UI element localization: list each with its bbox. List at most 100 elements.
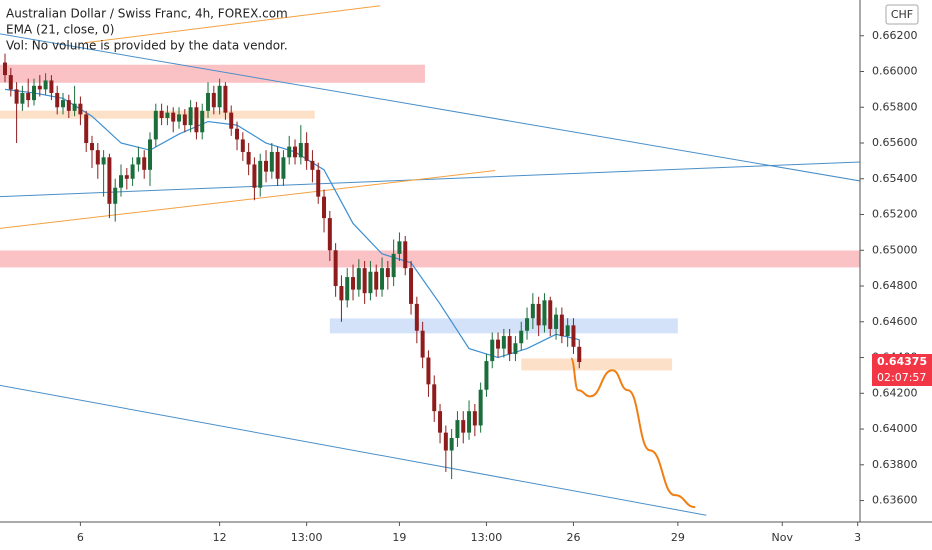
candle-body (559, 314, 564, 337)
candle-body (472, 411, 477, 426)
candle-body (443, 432, 448, 451)
y-tick-label: 0.65000 (872, 243, 918, 256)
candle-body (333, 250, 338, 287)
candle-body (380, 268, 385, 290)
candle-body (356, 268, 361, 290)
candle-body (269, 151, 274, 172)
candle-body (14, 89, 19, 104)
candle-body (43, 80, 48, 90)
candle-body (554, 314, 559, 329)
candle-body (171, 112, 176, 122)
candle-body (287, 146, 292, 158)
candle-body (84, 114, 89, 144)
candle-body (113, 187, 118, 204)
candle-body (426, 357, 431, 385)
price-tag (872, 354, 932, 371)
candle-body (142, 157, 147, 170)
candle-body (49, 80, 54, 93)
currency-box[interactable] (885, 4, 919, 25)
candle-body (414, 303, 419, 331)
candle-body (345, 277, 350, 301)
candle-body (165, 112, 170, 118)
y-tick-label: 0.64000 (872, 422, 918, 435)
candle-body (26, 92, 31, 101)
candle-body (90, 143, 95, 151)
candle-body (327, 218, 332, 251)
candle-body (235, 128, 240, 140)
countdown: 02:07:57 (877, 371, 926, 384)
x-tick-label: 19 (392, 531, 406, 544)
y-tick-label: 0.65800 (872, 100, 918, 113)
candle-body (322, 196, 327, 219)
x-tick-label: 13:00 (291, 531, 323, 544)
candle-body (200, 110, 205, 133)
trend-line (0, 384, 707, 516)
candle-body (385, 268, 390, 278)
candle-body (571, 325, 576, 347)
candle-body (20, 92, 25, 104)
x-tick-label: Nov (772, 531, 794, 544)
candle-body (188, 107, 193, 126)
candle-body (206, 92, 211, 111)
candle-body (159, 110, 164, 118)
price-zone (0, 64, 425, 83)
candle-body (530, 303, 535, 319)
candle-body (246, 151, 251, 165)
projection-path (570, 357, 696, 509)
x-tick-label: 29 (671, 531, 685, 544)
trend-line (84, 5, 381, 44)
currency[interactable]: CHF (891, 8, 913, 21)
candle-body (119, 175, 124, 188)
volume-note: Vol: No volume is provided by the data v… (6, 39, 288, 53)
candle-body (55, 92, 60, 108)
candle-body (374, 271, 379, 290)
y-tick-label: 0.65400 (872, 172, 918, 185)
candle-body (281, 157, 286, 179)
candle-body (542, 300, 547, 326)
candle-body (72, 103, 77, 111)
candle-body (293, 146, 298, 158)
candle-body (148, 139, 153, 170)
countdown-box (872, 370, 932, 387)
candle-body (153, 110, 158, 140)
y-tick-label: 0.63600 (872, 494, 918, 507)
candle-body (8, 75, 13, 90)
candle-body (252, 164, 257, 188)
candle-body (194, 107, 199, 133)
candle-body (107, 157, 112, 204)
plot-area (0, 5, 860, 516)
y-tick-label: 0.65600 (872, 136, 918, 149)
candle-body (32, 85, 37, 101)
candle-body (507, 336, 512, 354)
candle-body (130, 164, 135, 179)
x-tick-label: 12 (213, 531, 227, 544)
candle-body (124, 175, 129, 179)
candle-body (409, 268, 414, 304)
candle-body (536, 303, 541, 326)
candle-body (525, 318, 530, 331)
candle-body (391, 253, 396, 278)
candle-body (211, 92, 216, 108)
y-tick-label: 0.64200 (872, 386, 918, 399)
candle-body (403, 241, 408, 269)
candle-body (548, 300, 553, 329)
candle-body (37, 85, 42, 90)
y-tick-label: 0.66200 (872, 29, 918, 42)
candle-body (78, 103, 83, 115)
candle-body (362, 268, 367, 294)
candle-body (577, 346, 582, 363)
trend-line (0, 170, 496, 229)
price-tag-label: 0.64375 (877, 355, 927, 368)
y-tick-label: 0.66000 (872, 65, 918, 78)
indicator-label[interactable]: EMA (21, close, 0) (6, 23, 114, 37)
candle-body (310, 160, 315, 170)
x-tick-label: 3 (854, 531, 861, 544)
candle-body (136, 157, 141, 165)
candle-body (298, 143, 303, 158)
candle-body (66, 100, 71, 111)
x-tick-label: 26 (566, 531, 580, 544)
candle-body (565, 325, 570, 337)
trend-line (0, 33, 860, 182)
